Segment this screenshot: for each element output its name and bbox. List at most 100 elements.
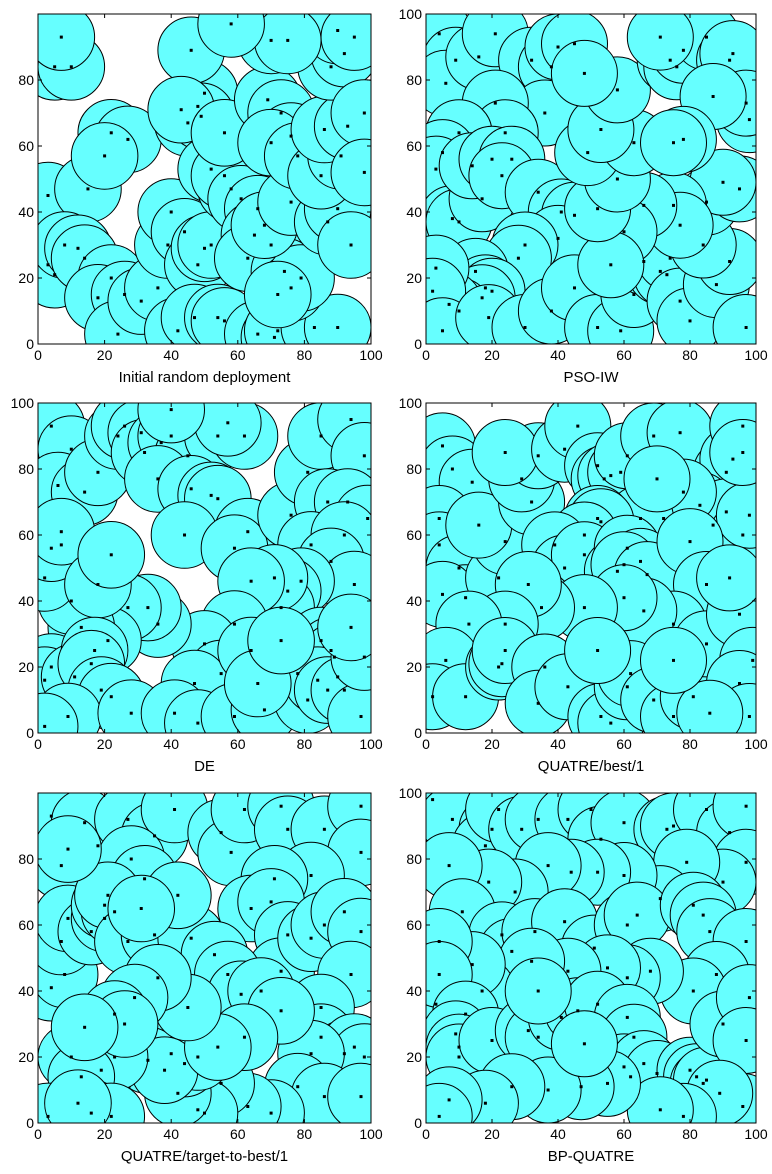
sensor-node <box>153 834 157 838</box>
plot-panel-5: 0 20 40 60 80 100 0 20 40 60 80 QUATRE/target-to-be… <box>18 792 383 1165</box>
sensor-node <box>43 724 47 728</box>
x-tick-label: 0 <box>34 347 42 363</box>
sensor-node <box>658 269 662 273</box>
sensor-node <box>226 421 230 425</box>
sensor-coverage-group <box>38 14 371 344</box>
x-tick-label: 80 <box>682 1126 698 1142</box>
y-tick-label: 20 <box>18 1049 34 1065</box>
sensor-node <box>536 190 540 194</box>
sensor-node <box>186 1006 190 1009</box>
sensor-node <box>566 817 570 821</box>
sensor-node <box>156 976 160 980</box>
sensor-node <box>688 540 692 544</box>
sensor-node <box>582 553 586 557</box>
sensor-node <box>246 530 250 534</box>
sensor-node <box>279 969 283 973</box>
sensor-node <box>589 808 593 811</box>
sensor-node <box>483 286 487 290</box>
coverage-circle <box>137 403 205 444</box>
sensor-node <box>705 200 708 204</box>
sensor-node <box>592 946 596 950</box>
sensor-node <box>109 276 113 280</box>
plot-panel-3: 0 20 40 60 80 100 0 20 40 60 80 100 DE <box>11 395 383 775</box>
sensor-node <box>744 326 748 329</box>
sensor-node <box>566 969 570 973</box>
sensor-node <box>741 424 745 428</box>
sensor-node <box>652 434 656 438</box>
sensor-node <box>648 969 652 973</box>
y-tick-label: 40 <box>18 204 34 220</box>
y-tick-label: 80 <box>18 851 34 867</box>
sensor-node <box>166 243 170 247</box>
sensor-node <box>83 256 87 260</box>
x-tick-label: 20 <box>484 347 500 363</box>
sensor-node <box>691 903 695 907</box>
sensor-node <box>563 447 567 451</box>
sensor-node <box>69 599 73 603</box>
sensor-node <box>615 88 619 92</box>
sensor-node <box>503 131 507 135</box>
sensor-node <box>497 576 501 580</box>
x-tick-label: 80 <box>297 1126 313 1142</box>
sensor-node <box>464 1012 468 1016</box>
sensor-node <box>744 804 748 808</box>
sensor-node <box>342 688 346 692</box>
sensor-node <box>272 335 276 339</box>
sensor-node <box>66 715 70 718</box>
sensor-node <box>639 517 642 520</box>
sensor-node <box>665 827 669 831</box>
sensor-node <box>352 1045 356 1049</box>
sensor-node <box>619 470 623 474</box>
sensor-node <box>99 1068 103 1072</box>
sensor-node <box>596 464 600 468</box>
sensor-node <box>123 293 127 296</box>
sensor-node <box>242 434 246 438</box>
sensor-node <box>256 207 260 211</box>
sensor-node <box>229 850 233 854</box>
x-tick-label: 60 <box>616 1126 632 1142</box>
sensor-node <box>701 1081 705 1085</box>
sensor-node <box>199 114 203 118</box>
sensor-node <box>705 583 708 586</box>
sensor-node <box>688 319 692 323</box>
sensor-node <box>642 203 646 207</box>
coverage-circle <box>38 815 102 883</box>
sensor-node <box>219 831 223 835</box>
y-tick-label: 20 <box>18 659 34 675</box>
sensor-node <box>169 1052 173 1056</box>
sensor-node <box>714 973 718 976</box>
sensor-node <box>319 174 323 178</box>
sensor-node <box>441 592 444 596</box>
sensor-node <box>625 1015 629 1019</box>
sensor-node <box>109 1114 113 1118</box>
sensor-node <box>183 230 187 234</box>
sensor-node <box>239 992 243 996</box>
sensor-node <box>352 583 356 586</box>
sensor-node <box>681 1114 685 1118</box>
sensor-node <box>530 959 534 963</box>
sensor-node <box>359 850 363 854</box>
sensor-node <box>296 154 300 158</box>
sensor-node <box>116 332 120 336</box>
sensor-node <box>329 649 333 652</box>
y-tick-label: 0 <box>26 1115 34 1131</box>
sensor-node <box>139 299 143 303</box>
sensor-node <box>497 808 501 811</box>
sensor-node <box>714 283 718 287</box>
y-tick-label: 60 <box>18 138 34 154</box>
sensor-node <box>113 1055 117 1059</box>
sensor-node <box>457 1045 461 1049</box>
sensor-node <box>668 256 672 260</box>
sensor-node <box>434 167 438 171</box>
sensor-node <box>642 1062 646 1066</box>
sensor-node <box>186 454 190 458</box>
coverage-circle <box>712 294 756 344</box>
sensor-node <box>437 517 441 520</box>
plot-frame <box>425 13 757 345</box>
sensor-node <box>279 804 283 808</box>
sensor-node <box>431 695 435 699</box>
y-tick-label: 0 <box>26 725 34 741</box>
sensor-node <box>249 649 253 652</box>
sensor-node <box>596 517 600 520</box>
sensor-node <box>246 256 250 260</box>
